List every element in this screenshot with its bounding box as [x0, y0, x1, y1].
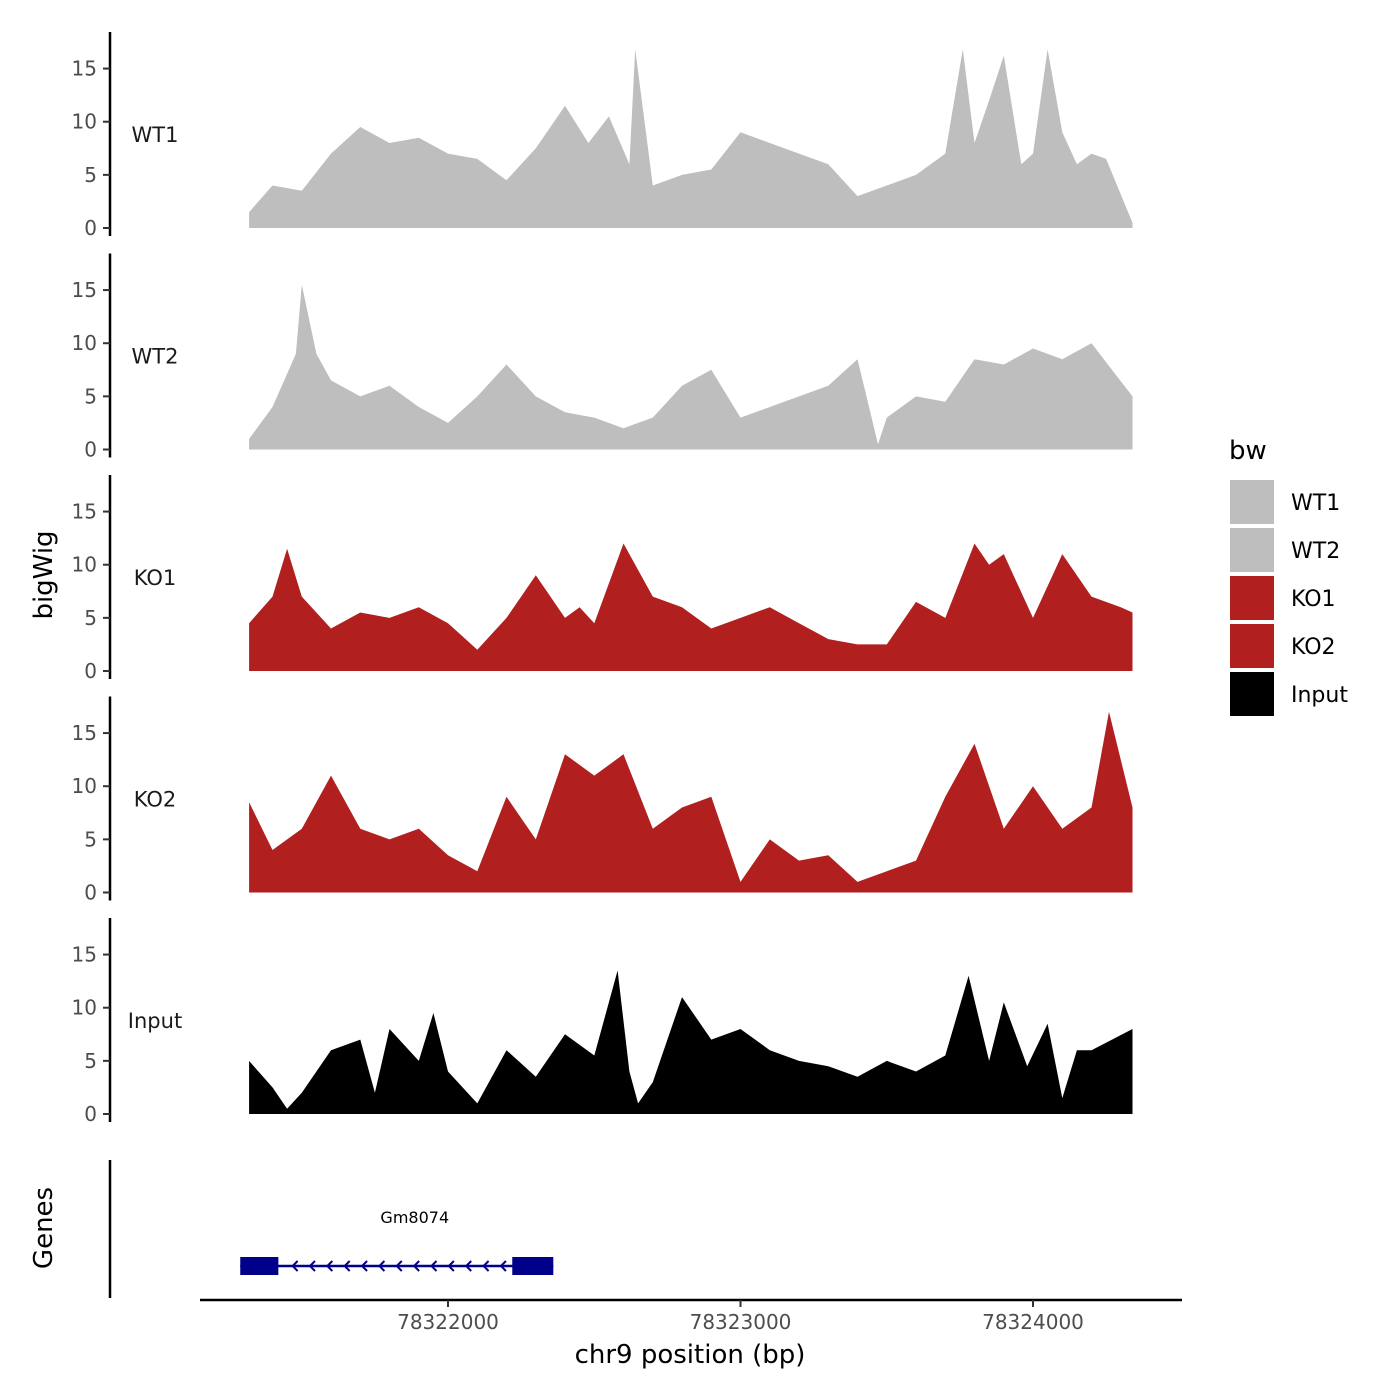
track-label-ko2: KO2	[134, 788, 177, 812]
legend-label-ko2: KO2	[1291, 635, 1336, 660]
x-axis-title: chr9 position (bp)	[575, 1340, 806, 1370]
strand-arrow	[377, 1260, 386, 1272]
strand-arrow	[482, 1260, 490, 1272]
area-wt1	[249, 49, 1133, 229]
x-axis-ticks: 78322000 78323000 78324000	[397, 1300, 1084, 1334]
y-tick-label: 15	[72, 721, 97, 745]
legend: bw WT1 WT2 KO1 KO2 Input	[1229, 436, 1348, 716]
y-tick-label: 10	[72, 331, 97, 355]
y-tick-label: 15	[72, 278, 97, 302]
legend-swatch-wt2	[1230, 528, 1274, 572]
legend-label-wt1: WT1	[1291, 491, 1340, 516]
y-tick-label: 0	[84, 216, 97, 240]
gene-exon	[240, 1257, 279, 1275]
x-tick-label: 78322000	[397, 1310, 499, 1334]
track-label-input: Input	[128, 1009, 182, 1033]
y-tick-label: 0	[84, 881, 97, 905]
y-tick-label: 5	[84, 1049, 97, 1073]
x-tick-label: 78324000	[982, 1310, 1084, 1334]
track-label-wt1: WT1	[132, 123, 179, 147]
area-wt2	[249, 284, 1133, 450]
genes-axis-title: Genes	[29, 1187, 59, 1269]
legend-label-wt2: WT2	[1291, 539, 1340, 564]
y-axis-title: bigWig	[29, 530, 59, 619]
gene-exon	[512, 1257, 554, 1275]
track-label-wt2: WT2	[132, 345, 179, 369]
track-input: 0 5 10 15 Input	[72, 918, 1133, 1126]
y-tick-label: 0	[84, 438, 97, 462]
legend-label-ko1: KO1	[1291, 587, 1336, 612]
y-tick-label: 15	[72, 57, 97, 81]
track-label-ko1: KO1	[134, 566, 177, 590]
gene-gm8074: Gm8074	[240, 1208, 554, 1275]
strand-arrow	[430, 1260, 438, 1272]
legend-title: bw	[1229, 436, 1267, 466]
strand-arrow	[360, 1260, 368, 1272]
y-tick-label: 0	[84, 659, 97, 683]
track-ko1: 0 5 10 15 KO1	[72, 475, 1133, 683]
strand-arrow	[447, 1260, 455, 1272]
y-tick-label: 5	[84, 606, 97, 630]
y-tick-label: 10	[72, 553, 97, 577]
area-ko2	[249, 711, 1133, 893]
legend-swatch-wt1	[1230, 480, 1274, 524]
area-input	[249, 970, 1133, 1114]
gene-track: Gm8074	[108, 1160, 554, 1298]
legend-swatch-input	[1230, 672, 1274, 716]
track-wt2: 0 5 10 15 WT2	[72, 253, 1133, 462]
legend-swatch-ko2	[1230, 624, 1274, 668]
strand-arrow	[499, 1260, 507, 1272]
y-tick-label: 10	[72, 996, 97, 1020]
y-tick-label: 10	[72, 774, 97, 798]
legend-swatch-ko1	[1230, 576, 1274, 620]
y-tick-label: 15	[72, 943, 97, 967]
y-tick-label: 15	[72, 500, 97, 524]
strand-arrow	[343, 1260, 351, 1272]
strand-arrow	[395, 1260, 403, 1272]
y-tick-label: 10	[72, 110, 97, 134]
strand-arrow	[291, 1260, 299, 1272]
gene-label: Gm8074	[380, 1208, 449, 1227]
strand-arrow	[308, 1260, 316, 1272]
area-ko1	[249, 543, 1133, 671]
y-tick-label: 5	[84, 827, 97, 851]
strand-arrow	[412, 1260, 420, 1272]
y-tick-label: 0	[84, 1102, 97, 1126]
x-tick-label: 78323000	[690, 1310, 792, 1334]
strand-arrow	[325, 1260, 334, 1272]
y-tick-label: 5	[84, 384, 97, 408]
strand-arrow	[464, 1260, 472, 1272]
track-wt1: 0 5 10 15 WT1	[72, 32, 1133, 240]
bigwig-tracks: 0 5 10 15 WT1 0 5 10 15 WT2 0 5 10 15 KO1 0 5 10 15 KO2 0 5 10…	[72, 32, 1133, 1126]
track-ko2: 0 5 10 15 KO2	[72, 696, 1133, 905]
legend-label-input: Input	[1291, 683, 1348, 708]
y-tick-label: 5	[84, 163, 97, 187]
